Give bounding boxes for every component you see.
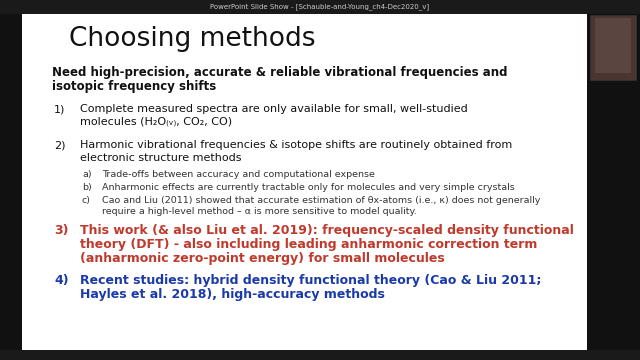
Text: 3): 3)	[54, 224, 68, 237]
Text: (anharmonic zero-point energy) for small molecules: (anharmonic zero-point energy) for small…	[80, 252, 445, 265]
Text: Hayles et al. 2018), high-accuracy methods: Hayles et al. 2018), high-accuracy metho…	[80, 288, 385, 301]
Text: Complete measured spectra are only available for small, well-studied: Complete measured spectra are only avail…	[80, 104, 468, 114]
Text: theory (DFT) - also including leading anharmonic correction term: theory (DFT) - also including leading an…	[80, 238, 538, 251]
Text: molecules (H₂O₍ᵥ₎, CO₂, CO): molecules (H₂O₍ᵥ₎, CO₂, CO)	[80, 117, 232, 127]
FancyBboxPatch shape	[595, 18, 631, 73]
Text: a): a)	[82, 170, 92, 179]
Text: b): b)	[82, 183, 92, 192]
Text: 1): 1)	[54, 104, 65, 114]
Text: Harmonic vibrational frequencies & isotope shifts are routinely obtained from: Harmonic vibrational frequencies & isoto…	[80, 140, 512, 150]
FancyBboxPatch shape	[0, 350, 640, 360]
Text: Recent studies: hybrid density functional theory (Cao & Liu 2011;: Recent studies: hybrid density functiona…	[80, 274, 541, 287]
Text: Cao and Liu (2011) showed that accurate estimation of θx-atoms (i.e., κ) does no: Cao and Liu (2011) showed that accurate …	[102, 196, 540, 205]
Text: Trade-offs between accuracy and computational expense: Trade-offs between accuracy and computat…	[102, 170, 375, 179]
Text: Choosing methods: Choosing methods	[68, 26, 316, 52]
Text: isotopic frequency shifts: isotopic frequency shifts	[52, 80, 216, 93]
FancyBboxPatch shape	[0, 14, 22, 350]
Text: electronic structure methods: electronic structure methods	[80, 153, 241, 163]
Text: 4): 4)	[54, 274, 68, 287]
FancyBboxPatch shape	[587, 14, 640, 360]
Text: Anharmonic effects are currently tractable only for molecules and very simple cr: Anharmonic effects are currently tractab…	[102, 183, 515, 192]
Text: 2): 2)	[54, 140, 65, 150]
FancyBboxPatch shape	[590, 15, 636, 80]
Text: c): c)	[82, 196, 91, 205]
Text: This work (& also Liu et al. 2019): frequency-scaled density functional: This work (& also Liu et al. 2019): freq…	[80, 224, 574, 237]
Text: PowerPoint Slide Show - [Schauble-and-Young_ch4-Dec2020_v]: PowerPoint Slide Show - [Schauble-and-Yo…	[211, 4, 429, 10]
Text: require a high-level method – α is more sensitive to model quality.: require a high-level method – α is more …	[102, 207, 417, 216]
Text: Need high-precision, accurate & reliable vibrational frequencies and: Need high-precision, accurate & reliable…	[52, 66, 508, 79]
FancyBboxPatch shape	[0, 0, 640, 14]
FancyBboxPatch shape	[22, 14, 587, 350]
